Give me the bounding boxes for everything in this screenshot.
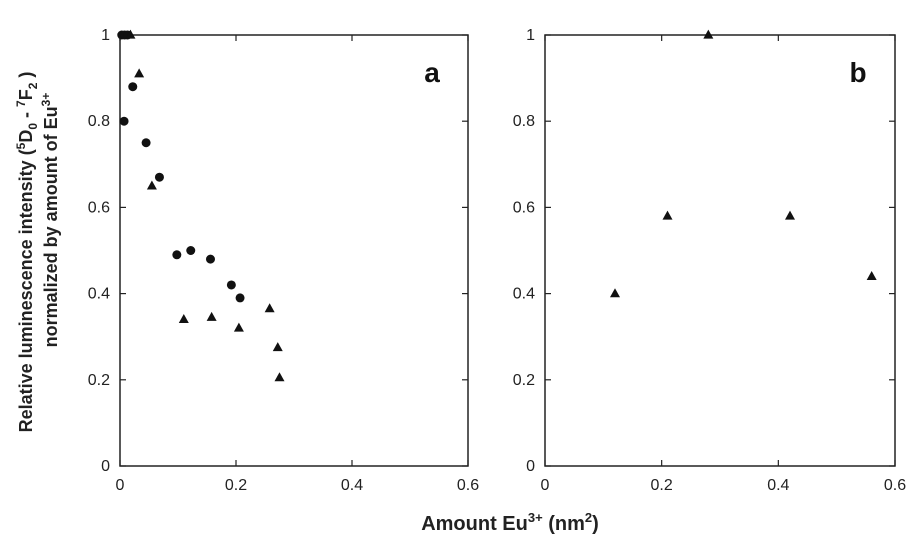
panel-b-triangle-point	[662, 210, 673, 220]
panel-b-y-tick-label: 0.6	[513, 199, 535, 216]
panel-b-y-tick-label: 0.8	[513, 113, 535, 130]
panel-a-triangle-point	[134, 68, 145, 78]
y-axis-title-line1: Relative luminescence intensity (5D0 - 7…	[14, 72, 40, 433]
panel-b-triangle-point	[866, 270, 877, 280]
panel-a-circle-point	[235, 293, 245, 303]
panel-a-circle-point	[141, 138, 151, 148]
panel-a-triangle-point	[264, 303, 275, 313]
panel-b-x-tick-label: 0.2	[651, 477, 673, 494]
panel-a-circle-point	[154, 172, 164, 182]
panel-a-circle-point	[128, 82, 138, 92]
panel-a-circle-point	[205, 254, 215, 264]
x-axis-title: Amount Eu3+ (nm2)	[421, 510, 599, 535]
panel-a: 0 0.2 0.4 0.6 0.8 1 0 0.2 0.4 0.6 a	[88, 27, 479, 494]
y-axis-title-line2: normalized by amount of Eu3+	[39, 93, 61, 348]
panel-a-triangle-point	[146, 180, 157, 190]
panel-b-label: b	[849, 57, 866, 88]
panel-a-plot-frame	[119, 34, 469, 467]
panel-a-triangle-point	[178, 314, 189, 324]
panel-a-triangle-point	[272, 342, 283, 352]
panel-a-y-tick-label: 0.4	[88, 286, 110, 303]
panel-a-x-tick-label: 0.4	[341, 477, 363, 494]
panel-b-triangle-point	[703, 29, 714, 39]
panel-a-circle-point	[226, 280, 236, 290]
panel-a-y-tick-label: 0.8	[88, 113, 110, 130]
panel-b-y-tick-label: 0	[526, 458, 535, 475]
panel-b-plot-frame	[544, 34, 896, 467]
panel-a-y-tick-label: 0	[101, 458, 110, 475]
panel-a-y-tick-label: 0.2	[88, 372, 110, 389]
panel-a-triangle-point	[125, 29, 136, 39]
panel-b-triangle-point	[785, 210, 795, 220]
panel-a-label: a	[424, 57, 440, 88]
panel-b: 0 0.2 0.4 0.6 0.8 1 0 0.2 0.4 0.6 b	[513, 27, 906, 494]
panel-b-triangle-point	[610, 288, 620, 298]
panel-a-x-tick-label: 0	[116, 477, 125, 494]
panel-b-y-tick-label: 0.2	[513, 372, 535, 389]
panel-a-circle-point	[119, 116, 129, 126]
panel-b-x-tick-label: 0.4	[767, 477, 789, 494]
panel-b-x-tick-label: 0	[541, 477, 550, 494]
panel-a-triangle-point	[274, 372, 285, 382]
panel-a-x-tick-label: 0.6	[457, 477, 479, 494]
panel-a-y-tick-label: 1	[101, 27, 110, 44]
panel-a-y-tick-label: 0.6	[88, 199, 110, 216]
panel-b-y-tick-label: 1	[526, 27, 535, 44]
panel-a-circle-point	[186, 246, 196, 255]
panel-b-x-tick-label: 0.6	[884, 477, 906, 494]
panel-a-triangle-point	[206, 311, 217, 321]
panel-a-circle-point	[172, 250, 182, 260]
panel-a-triangle-point	[233, 322, 244, 332]
panel-a-x-tick-label: 0.2	[225, 477, 247, 494]
panel-b-y-tick-label: 0.4	[513, 286, 535, 303]
